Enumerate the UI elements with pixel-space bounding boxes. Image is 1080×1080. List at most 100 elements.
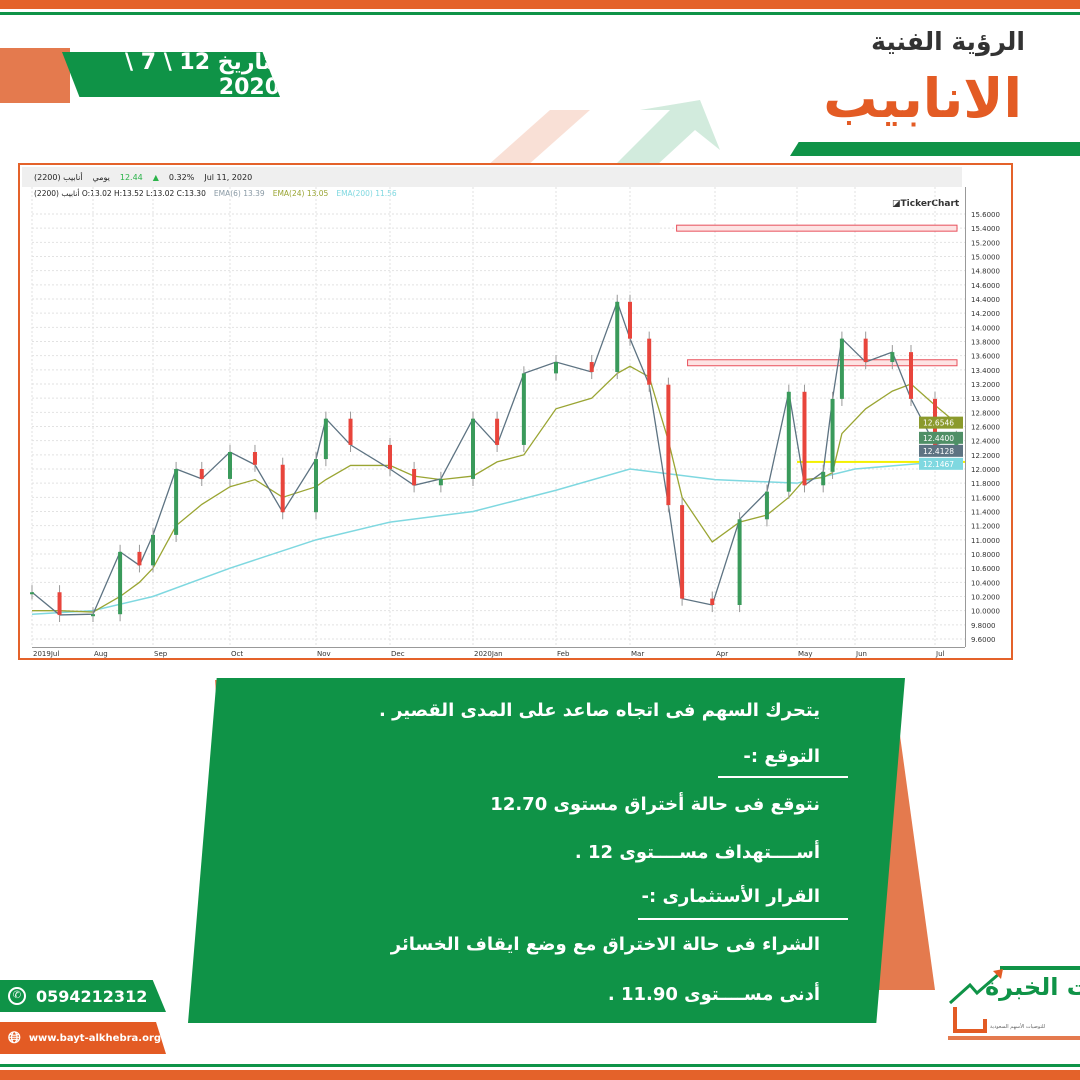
value-tag-label: 12.6546 [923,419,954,428]
phone-number: 0594212312 [36,986,148,1006]
ohlc-values: (2200) أنابيب O:13.02 H:13.52 L:13.02 C:… [34,189,206,198]
candle [863,338,868,363]
value-tag [919,416,963,429]
y-tick-label: 14.0000 [971,324,1000,332]
candle [764,491,769,520]
y-tick-label: 12.4000 [971,438,1000,446]
ema6-value: 13.39 [243,189,265,198]
x-tick-label: 2020Jan [474,650,503,658]
candle [680,505,685,599]
candle [830,398,835,472]
ema200-value: 11.56 [375,189,397,198]
candle [521,373,526,445]
ema24-label: EMA(24) [272,189,305,198]
logo-tagline: للتوصيات الأسهم السعودية [990,1024,1046,1030]
candle [323,418,328,460]
symbol: (2200) أنابيب [34,172,83,182]
globe-icon: 🌐︎ [8,1028,21,1047]
divider [638,918,848,920]
last-price: 12.44 [119,172,143,182]
candle [438,478,443,486]
candle [554,362,558,374]
y-tick-label: 13.0000 [971,395,1000,403]
y-tick-label: 13.4000 [971,367,1000,375]
change-percent: 0.32% [168,172,195,182]
bottom-orange-bar [0,1070,1080,1080]
ohlc-legend: (2200) أنابيب O:13.02 H:13.52 L:13.02 C:… [34,189,397,199]
y-tick-label: 13.2000 [971,381,1000,389]
candle [348,418,353,445]
candle [57,592,62,615]
candle [252,452,257,465]
candle [615,301,620,372]
bottom-green-line [0,1064,1080,1067]
candle [91,614,95,617]
support-line [797,460,965,463]
candle [786,391,791,492]
top-green-line [0,12,1080,15]
phone-contact[interactable]: ✆ 0594212312 [0,980,166,1012]
y-tick-label: 10.0000 [971,608,1000,616]
value-tag [919,457,963,470]
x-tick-label: Mar [631,650,644,658]
candle [802,391,807,486]
y-tick-label: 11.6000 [971,494,1000,502]
x-tick-label: Feb [557,650,570,658]
ema24-line [32,365,957,613]
x-tick-label: Aug [94,650,108,658]
date-label: بتاريخ 12 \ 7 \ 2020 [125,49,280,100]
analysis-stop-loss: أدنى مســــتوى 11.90 . [607,984,820,1005]
candle [890,352,895,363]
y-tick-label: 9.8000 [971,622,996,630]
y-tick-label: 10.6000 [971,565,1000,573]
page-title: الانابيب [823,67,1022,130]
candle [647,338,652,385]
page-subtitle: الرؤية الفنية [871,27,1025,56]
y-tick-label: 14.8000 [971,268,1000,276]
tickerchart-brand: ◪TickerChart [892,199,959,210]
period: يومي [92,172,110,182]
candle [137,551,142,566]
price-line [31,299,957,616]
y-tick-label: 14.4000 [971,296,1000,304]
value-tag [919,444,963,457]
y-tick-label: 9.6000 [971,636,996,644]
y-tick-label: 13.6000 [971,353,1000,361]
y-axis-line [965,187,966,647]
chart-date: Jul 11, 2020 [204,172,253,182]
candle [495,418,500,445]
x-tick-label: Apr [716,650,728,658]
website-link[interactable]: 🌐︎ www.bayt-alkhebra.org [0,1022,166,1054]
y-tick-label: 13.8000 [971,339,1000,347]
candle [314,459,318,513]
x-tick-label: Jun [855,650,867,658]
analysis-trend: يتحرك السهم فى اتجاه صاعد على المدى القص… [378,700,820,721]
x-tick-label: Oct [231,650,243,658]
candle [628,301,632,339]
x-tick-label: 2019Jul [33,650,59,658]
x-tick-label: Jul [935,650,945,658]
y-tick-label: 12.0000 [971,466,1000,474]
candle [666,384,671,506]
value-tag-label: 12.4128 [923,447,954,456]
logo-underline [948,1036,1080,1040]
y-tick-label: 14.2000 [971,310,1000,318]
date-decoration [0,48,70,103]
logo-bar [1000,966,1080,970]
expect-heading: التوقع :- [743,746,820,767]
value-tag [919,431,963,444]
candle [174,469,179,535]
decision-heading: القرار الأستثمارى :- [641,886,820,907]
x-tick-label: Dec [391,650,405,658]
y-tick-label: 10.2000 [971,594,1000,602]
candle [280,464,285,513]
chart-header: (2200) أنابيب يومي 12.44 ▲ 0.32% Jul 11,… [22,167,962,187]
candle [228,452,232,479]
y-tick-label: 12.2000 [971,452,1000,460]
candle [821,471,826,486]
analysis-decision: الشراء فى حالة الاختراق مع وضع ايقاف الخ… [390,934,820,955]
x-tick-label: Sep [154,650,168,658]
candle [737,519,742,605]
y-tick-label: 12.6000 [971,424,1000,432]
y-tick-label: 11.4000 [971,509,1000,517]
